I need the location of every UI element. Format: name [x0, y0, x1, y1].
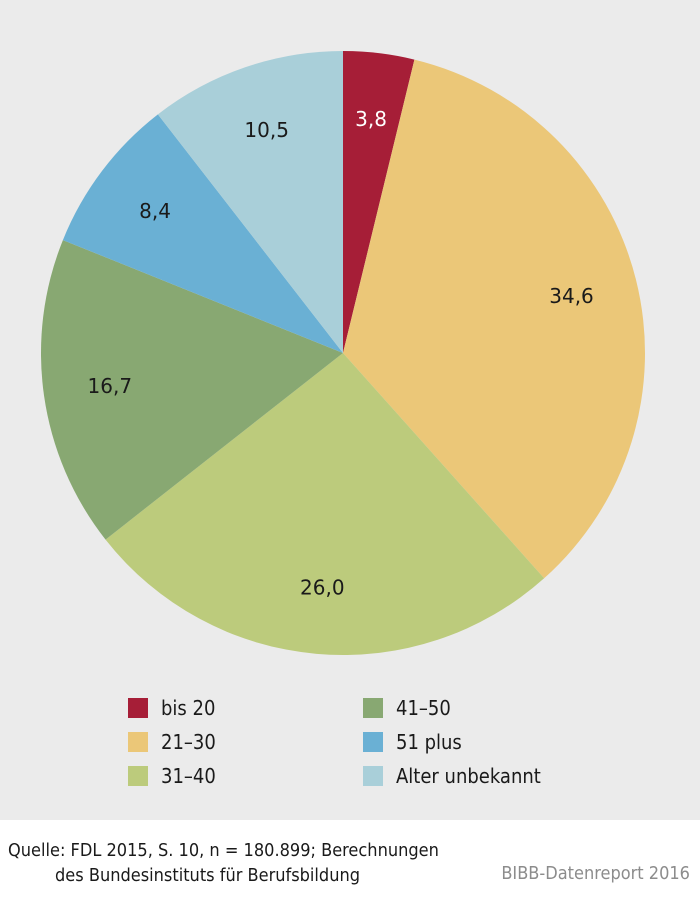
legend-swatch [128, 732, 148, 752]
legend-item: 31–40 [128, 763, 363, 789]
slice-label: 34,6 [549, 284, 594, 308]
legend-item: bis 20 [128, 695, 363, 721]
legend: bis 20 41–50 21–30 51 plus 31–40 Alter u… [128, 695, 583, 789]
slice-label: 16,7 [88, 374, 133, 398]
pie-slice [40, 240, 343, 540]
legend-item: Alter unbekannt [363, 763, 583, 789]
chart-panel: 3,8 34,6 26,0 16,7 8,4 10,5 [0, 0, 700, 820]
pie-slice [62, 114, 344, 353]
pie-slice [157, 51, 343, 353]
legend-swatch [363, 698, 383, 718]
legend-item: 51 plus [363, 729, 583, 755]
source-note: Quelle: FDL 2015, S. 10, n = 180.899; Be… [8, 838, 439, 888]
slice-label: 8,4 [139, 199, 171, 223]
slice-label: 26,0 [300, 576, 345, 600]
legend-label: 51 plus [396, 730, 462, 754]
legend-label: 21–30 [161, 730, 216, 754]
legend-label: 31–40 [161, 764, 216, 788]
legend-swatch [128, 698, 148, 718]
legend-swatch [363, 766, 383, 786]
legend-swatch [128, 766, 148, 786]
pie-chart: 3,8 34,6 26,0 16,7 8,4 10,5 [40, 51, 646, 655]
legend-label: bis 20 [161, 696, 216, 720]
pie-slice [343, 59, 646, 579]
slice-label: 3,8 [355, 107, 387, 131]
pie-slice [105, 353, 545, 655]
legend-swatch [363, 732, 383, 752]
legend-item: 21–30 [128, 729, 363, 755]
credit-label: BIBB-Datenreport 2016 [501, 863, 690, 884]
source-line-2: des Bundesinstituts für Berufsbildung [55, 865, 361, 886]
legend-item: 41–50 [363, 695, 583, 721]
legend-label: 41–50 [396, 696, 451, 720]
pie-slice [343, 51, 415, 353]
slice-label: 10,5 [244, 118, 289, 142]
legend-label: Alter unbekannt [396, 764, 541, 788]
source-line-1: Quelle: FDL 2015, S. 10, n = 180.899; Be… [8, 840, 439, 861]
